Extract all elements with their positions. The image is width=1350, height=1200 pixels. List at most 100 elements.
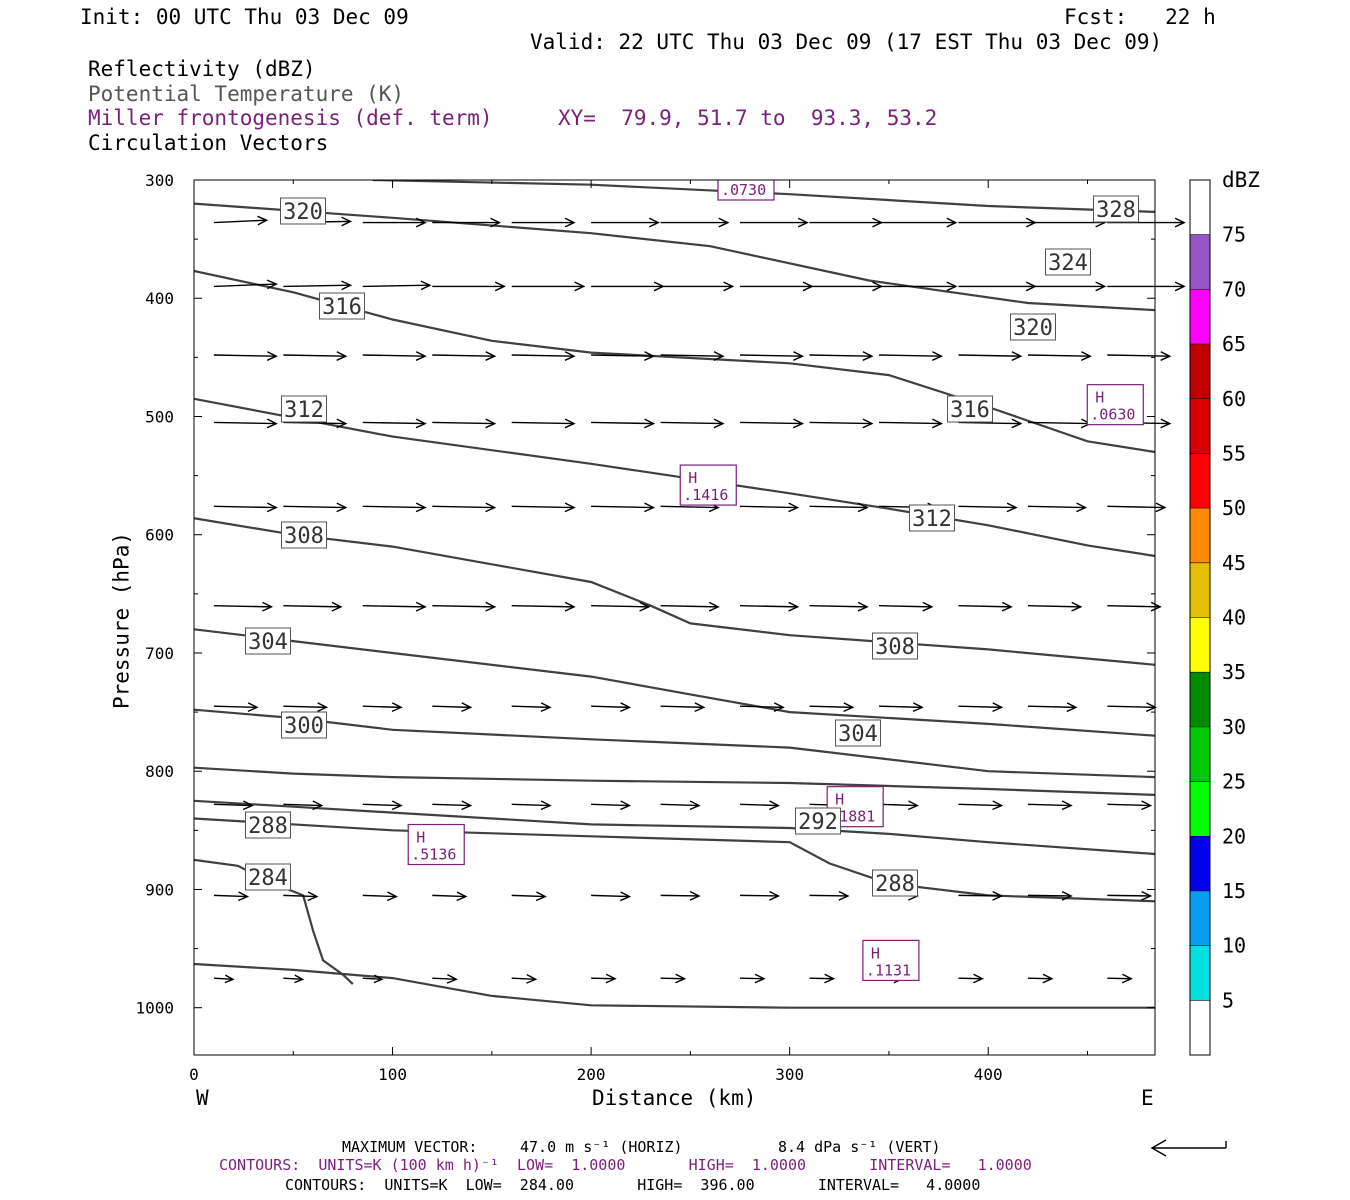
svg-text:308: 308 <box>284 524 324 549</box>
circulation-vector <box>432 502 497 513</box>
circulation-vector <box>362 280 432 291</box>
colorbar-segment <box>1190 234 1210 290</box>
colorbar-title: dBZ <box>1222 168 1260 192</box>
circulation-vector <box>213 891 250 902</box>
circulation-vector <box>432 800 473 811</box>
max-vector-vert: 8.4 dPa s⁻¹ (VERT) <box>778 1138 941 1156</box>
reference-vector-arrow <box>1150 1139 1227 1157</box>
circulation-vector <box>432 281 506 292</box>
theta-label-284: 284 <box>245 863 291 891</box>
circulation-vector <box>878 800 920 811</box>
contours-theta: CONTOURS: UNITS=K LOW= 284.00 HIGH= 396.… <box>285 1176 981 1194</box>
x-end-east: E <box>1141 1086 1154 1110</box>
frontogenesis-max-label: H <box>871 944 880 962</box>
circulation-vector <box>740 502 800 513</box>
circulation-vector <box>362 502 427 513</box>
circulation-vector <box>660 973 687 984</box>
circulation-vector <box>878 418 944 429</box>
frontogenesis-max-value: .1416 <box>683 486 728 504</box>
colorbar-segment <box>1190 945 1210 1001</box>
colorbar-tick-label: 40 <box>1222 606 1246 630</box>
frontogenesis-max-value: .1881 <box>830 808 875 826</box>
valid-time: Valid: 22 UTC Thu 03 Dec 09 (17 EST Thu … <box>530 30 1163 54</box>
circulation-vector <box>958 281 1037 292</box>
y-tick-label: 700 <box>145 644 174 663</box>
circulation-vector <box>1027 890 1073 901</box>
frontogenesis-max-value: .1131 <box>866 961 911 979</box>
circulation-vector <box>432 891 468 902</box>
circulation-vectors <box>213 215 1186 984</box>
svg-text:292: 292 <box>798 810 838 835</box>
circulation-vector <box>362 601 427 612</box>
circulation-vector <box>740 702 785 713</box>
circulation-vector <box>740 601 800 612</box>
circulation-vector <box>958 601 1013 612</box>
circulation-vector <box>283 502 348 513</box>
circulation-vector <box>362 351 427 361</box>
circulation-vector <box>432 974 458 984</box>
circulation-vector <box>511 418 576 429</box>
circulation-vector <box>809 502 869 513</box>
colorbar-tick-label: 30 <box>1222 715 1246 739</box>
theta-label-312: 312 <box>281 395 327 423</box>
theta-contour-324 <box>194 202 1155 312</box>
svg-text:288: 288 <box>875 872 915 897</box>
x-axis-label: Distance (km) <box>592 1086 757 1110</box>
y-tick-label: 600 <box>145 526 174 545</box>
circulation-vector <box>591 973 617 984</box>
circulation-vector <box>1107 281 1186 292</box>
field-frontogenesis: Miller frontogenesis (def. term) <box>88 106 493 130</box>
field-reflectivity: Reflectivity (dBZ) <box>88 57 316 81</box>
circulation-vector <box>809 973 836 984</box>
svg-text:312: 312 <box>284 398 324 423</box>
svg-text:304: 304 <box>248 630 288 655</box>
footer-vector-key <box>1150 1139 1227 1157</box>
circulation-vector <box>1027 601 1083 612</box>
theta-label-300: 300 <box>281 711 327 739</box>
theta-label-324: 324 <box>1045 248 1091 276</box>
frontogenesis-max-value: .5136 <box>411 846 456 864</box>
y-tick-label: 400 <box>145 289 174 308</box>
colorbar-segment <box>1190 289 1210 345</box>
frontogenesis-max: H.5136 <box>407 823 465 866</box>
colorbar-tick-label: 10 <box>1222 934 1246 958</box>
circulation-vector <box>1107 973 1133 984</box>
circulation-vector <box>591 800 632 811</box>
colorbar-segment <box>1190 836 1210 891</box>
x-tick-label: 100 <box>378 1065 407 1084</box>
theta-label-308: 308 <box>872 632 918 660</box>
circulation-vector <box>511 891 547 902</box>
circulation-vector <box>511 217 576 228</box>
svg-text:288: 288 <box>248 814 288 839</box>
circulation-vector <box>591 351 656 361</box>
circulation-vector <box>878 601 934 612</box>
circulation-vector <box>591 601 651 612</box>
x-end-west: W <box>196 1086 209 1110</box>
frontogenesis-max: H.1131 <box>862 939 920 982</box>
circulation-vector <box>1107 502 1167 513</box>
circulation-vector <box>809 702 855 713</box>
theta-contour-288 <box>194 817 1155 903</box>
y-tick-label: 800 <box>145 762 174 781</box>
circulation-vector <box>1027 502 1088 513</box>
colorbar-segment <box>1190 781 1210 837</box>
x-tick-label: 400 <box>974 1065 1003 1084</box>
circulation-vector <box>878 702 924 713</box>
colorbar-segment <box>1190 726 1210 782</box>
frontogenesis-max-label: H <box>688 469 697 487</box>
circulation-vector <box>591 891 632 902</box>
theta-label-292: 292 <box>795 807 841 835</box>
svg-text:312: 312 <box>912 507 952 532</box>
circulation-vector <box>958 800 1004 811</box>
svg-text:304: 304 <box>838 722 878 747</box>
circulation-vector <box>432 702 473 713</box>
circulation-vector <box>213 351 278 361</box>
frontogenesis-max: H.0730 <box>717 180 775 201</box>
svg-text:328: 328 <box>1096 198 1136 223</box>
y-tick-label: 300 <box>145 171 174 190</box>
x-tick-label: 200 <box>577 1065 606 1084</box>
circulation-vector <box>660 351 725 361</box>
frontogenesis-max: H.1881 <box>826 786 884 828</box>
frontogenesis-max-label: H <box>835 791 844 809</box>
